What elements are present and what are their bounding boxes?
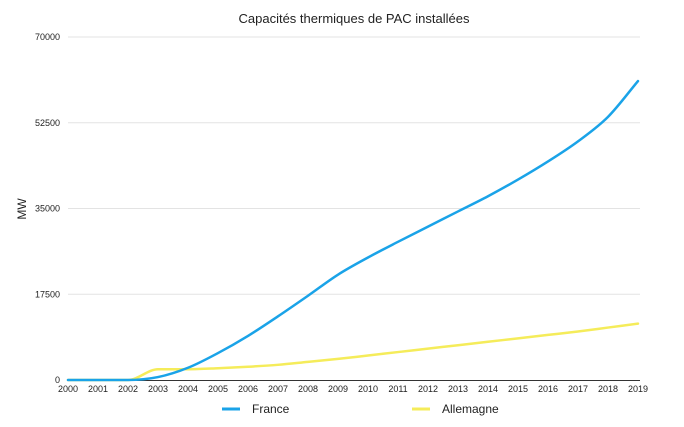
legend-label-france: France	[252, 402, 290, 416]
y-tick-label: 0	[55, 375, 60, 385]
x-tick-label: 2016	[538, 384, 558, 394]
x-tick-label: 2009	[328, 384, 348, 394]
x-tick-label: 2017	[568, 384, 588, 394]
chart-title: Capacités thermiques de PAC installées	[239, 11, 470, 26]
y-tick-label: 17500	[35, 289, 60, 299]
y-tick-label: 35000	[35, 204, 60, 214]
x-tick-label: 2012	[418, 384, 438, 394]
x-tick-label: 2014	[478, 384, 498, 394]
x-tick-label: 2002	[118, 384, 138, 394]
y-tick-label: 70000	[35, 32, 60, 42]
legend: France Allemagne	[222, 402, 499, 416]
x-tick-label: 2008	[298, 384, 318, 394]
x-tick-label: 2010	[358, 384, 378, 394]
series-lines	[66, 79, 640, 382]
x-tick-label: 2006	[238, 384, 258, 394]
x-tick-label: 2004	[178, 384, 198, 394]
x-tick-label: 2005	[208, 384, 228, 394]
x-tick-label: 2000	[58, 384, 78, 394]
y-axis-label: MW	[15, 198, 29, 220]
x-tick-label: 2003	[148, 384, 168, 394]
y-tick-label: 52500	[35, 118, 60, 128]
x-tick-label: 2013	[448, 384, 468, 394]
legend-label-allemagne: Allemagne	[442, 402, 499, 416]
x-tick-label: 2001	[88, 384, 108, 394]
x-tick-labels: 2000 2001 2002 2003 2004 2005 2006 2007 2008 2009…	[58, 384, 648, 394]
x-tick-label: 2015	[508, 384, 528, 394]
series-line-france	[66, 79, 640, 382]
x-tick-label: 2007	[268, 384, 288, 394]
x-tick-label: 2019	[628, 384, 648, 394]
series-line-allemagne	[66, 322, 640, 382]
x-tick-label: 2011	[388, 384, 407, 394]
x-tick-label: 2018	[598, 384, 618, 394]
y-tick-labels: 0 17500 35000 52500 70000	[35, 32, 60, 385]
grid-lines	[68, 36, 640, 295]
